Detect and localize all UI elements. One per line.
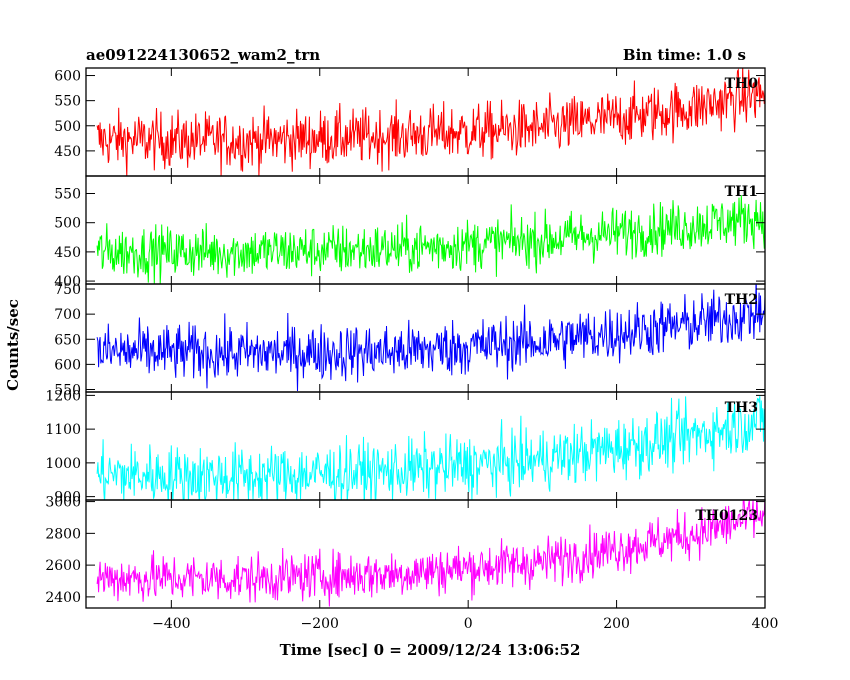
- y-tick-label: 1200: [45, 388, 81, 404]
- y-tick-label: 400: [54, 274, 81, 290]
- series-line-th3: [96, 396, 765, 500]
- y-tick-label: 2600: [45, 558, 81, 574]
- y-tick-label: 500: [54, 216, 81, 232]
- series-line-th1: [96, 195, 765, 284]
- y-tick-label: 1100: [45, 422, 81, 438]
- x-tick-label: 200: [603, 616, 630, 632]
- y-tick-label: 450: [54, 144, 81, 160]
- y-tick-label: 450: [54, 245, 81, 261]
- y-tick-label: 650: [54, 332, 81, 348]
- series-line-th0: [96, 68, 765, 176]
- y-tick-label: 500: [54, 119, 81, 135]
- y-tick-label: 1000: [45, 456, 81, 472]
- x-tick-label: −200: [301, 616, 339, 632]
- panel-th0: 450 500 550 600 TH0: [54, 67, 766, 177]
- panel-th2: 550 600 650 700 750 TH2: [54, 282, 766, 398]
- series-line-th0123: [96, 500, 765, 607]
- panel-label-th0123: TH0123: [695, 508, 758, 524]
- panel-th0123: 2400 2600 2800 3000 TH0123: [45, 495, 766, 609]
- panel-label-th1: TH1: [725, 184, 758, 200]
- panels-group: 450 500 550 600 TH0 400 450 500 550 TH1 550 600 650 7…: [45, 67, 779, 632]
- panel-label-th3: TH3: [725, 400, 758, 416]
- panel-label-th2: TH2: [725, 292, 758, 308]
- y-tick-label: 550: [54, 382, 81, 398]
- y-tick-label: 600: [54, 69, 81, 85]
- panel-frame: [85, 499, 766, 609]
- panel-label-th0: TH0: [725, 76, 759, 92]
- y-tick-label: 700: [54, 307, 81, 323]
- y-tick-label: 550: [54, 94, 81, 110]
- y-tick-label: 2800: [45, 526, 81, 542]
- bin-time-label: Bin time: 1.0 s: [623, 46, 746, 64]
- panel-th1: 400 450 500 550 TH1: [54, 175, 766, 290]
- x-tick-label: −400: [152, 616, 190, 632]
- y-tick-label: 2400: [45, 590, 81, 606]
- panel-th3: 900 1000 1100 1200 TH3: [45, 388, 766, 506]
- y-tick-label: 3000: [45, 495, 81, 511]
- x-axis-label: Time [sec] 0 = 2009/12/24 13:06:52: [280, 641, 581, 659]
- series-line-th2: [96, 284, 765, 392]
- y-tick-label: 900: [54, 490, 81, 506]
- y-tick-label: 600: [54, 357, 81, 373]
- x-tick-label: 400: [752, 616, 779, 632]
- y-axis-label: Counts/sec: [4, 299, 22, 391]
- y-tick-label: 750: [54, 282, 81, 298]
- y-tick-label: 550: [54, 187, 81, 203]
- x-tick-label: 0: [464, 616, 473, 632]
- chart-title: ae091224130652_wam2_trn: [86, 46, 320, 64]
